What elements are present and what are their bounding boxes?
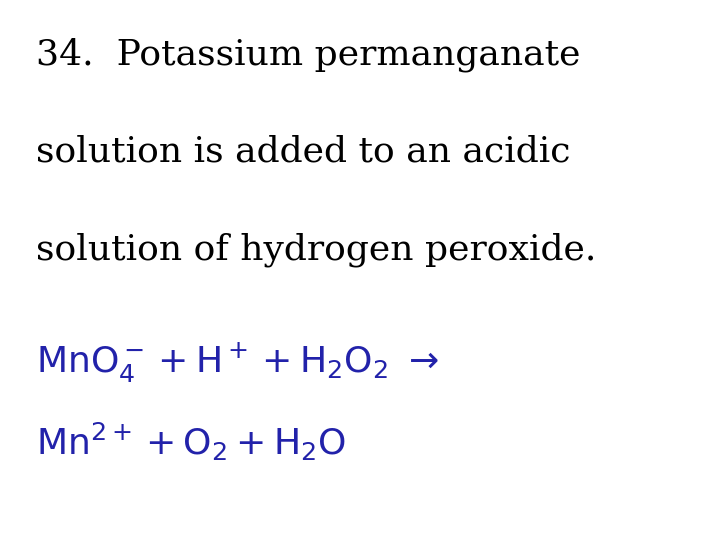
Text: solution is added to an acidic: solution is added to an acidic [36,135,570,169]
Text: $\mathdefault{Mn^{2+} + O_2 + H_2O}$: $\mathdefault{Mn^{2+} + O_2 + H_2O}$ [36,421,346,463]
Text: solution of hydrogen peroxide.: solution of hydrogen peroxide. [36,232,596,267]
Text: 34.  Potassium permanganate: 34. Potassium permanganate [36,38,580,72]
Text: $\mathdefault{MnO_4^- + H^+ + H_2O_2\ \rightarrow}$: $\mathdefault{MnO_4^- + H^+ + H_2O_2\ \r… [36,340,439,385]
